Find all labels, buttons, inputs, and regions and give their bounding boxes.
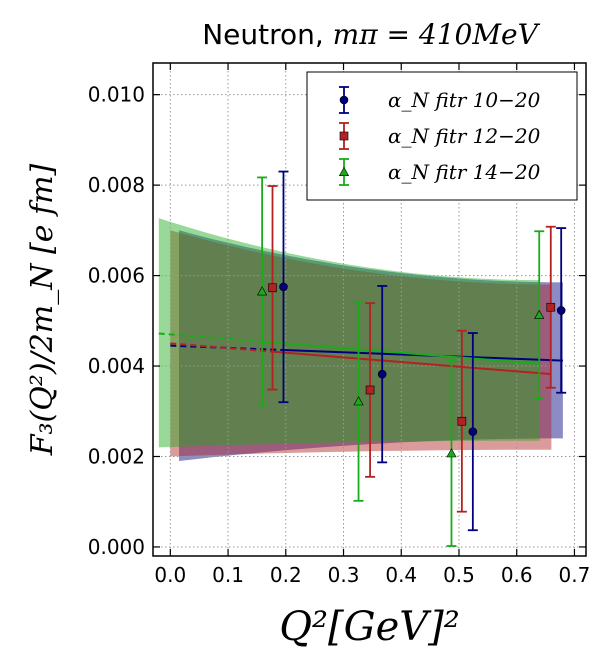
fit-line-series-3 xyxy=(262,340,540,365)
axis-ticks: 0.0 0.1 0.2 0.3 0.4 0.5 0.6 0.7 0.000 0.002 0.004 0… xyxy=(88,63,591,587)
y-tick-label: 0.002 xyxy=(88,444,145,468)
data-point-series-3 xyxy=(257,286,268,296)
fit-line-dashed-series-1 xyxy=(170,344,284,351)
data-point-series-3 xyxy=(534,309,545,319)
y-axis-title: F₃(Q²)/2m_N [e fm] xyxy=(25,163,60,456)
fit-line-dashed-series-3 xyxy=(158,332,263,343)
band-series-2 xyxy=(170,230,552,457)
data-point-series-3 xyxy=(353,396,364,406)
data-points xyxy=(257,170,567,547)
legend-marker-series-1 xyxy=(339,95,349,105)
fit-lines xyxy=(158,332,563,376)
data-point-series-1 xyxy=(468,427,478,436)
legend-marker-series-3 xyxy=(338,166,350,176)
data-point-series-3 xyxy=(446,448,457,458)
x-tick-label: 0.1 xyxy=(212,563,244,587)
legend-box xyxy=(306,71,578,201)
y-tick-label: 0.006 xyxy=(88,264,145,288)
x-tick-label: 0.6 xyxy=(501,563,533,587)
band-series-3 xyxy=(158,218,540,448)
data-point-series-2 xyxy=(365,385,375,395)
fit-line-dashed-series-2 xyxy=(170,342,273,353)
y-tick-label: 0.010 xyxy=(88,83,145,107)
chart-title-math: mπ = 410MeV xyxy=(332,18,538,51)
y-tick-label: 0.000 xyxy=(88,535,145,559)
x-tick-label: 0.2 xyxy=(270,563,302,587)
y-tick-label: 0.004 xyxy=(88,354,145,378)
x-tick-label: 0.0 xyxy=(154,563,186,587)
legend-label-series-1: α_N fitr 10−20 xyxy=(388,88,541,112)
data-point-series-1 xyxy=(279,282,288,292)
data-point-series-2 xyxy=(457,416,467,426)
x-tick-label: 0.7 xyxy=(559,563,591,587)
x-tick-label: 0.5 xyxy=(443,563,475,587)
fit-line-series-2 xyxy=(272,350,552,376)
data-point-series-2 xyxy=(546,302,556,312)
legend-marker-series-2 xyxy=(339,131,349,141)
legend-label-series-3: α_N fitr 14−20 xyxy=(388,160,541,184)
data-point-series-1 xyxy=(377,369,387,379)
data-point-series-2 xyxy=(268,283,277,293)
uncertainty-bands xyxy=(158,218,563,461)
x-tick-label: 0.3 xyxy=(328,563,360,587)
data-point-series-1 xyxy=(556,306,566,315)
legend: α_N fitr 10−20 α_N fitr 12−20 α_N fitr 14−… xyxy=(306,71,578,201)
x-tick-label: 0.4 xyxy=(385,563,417,587)
y-tick-label: 0.008 xyxy=(88,173,145,197)
chart-title: Neutron, mπ = 410MeV xyxy=(150,18,590,51)
chart-title-text: Neutron, xyxy=(202,18,333,51)
x-axis-title: Q²[GeV]² xyxy=(279,604,460,650)
plot-frame xyxy=(152,62,587,557)
legend-label-series-2: α_N fitr 12−20 xyxy=(388,124,541,148)
